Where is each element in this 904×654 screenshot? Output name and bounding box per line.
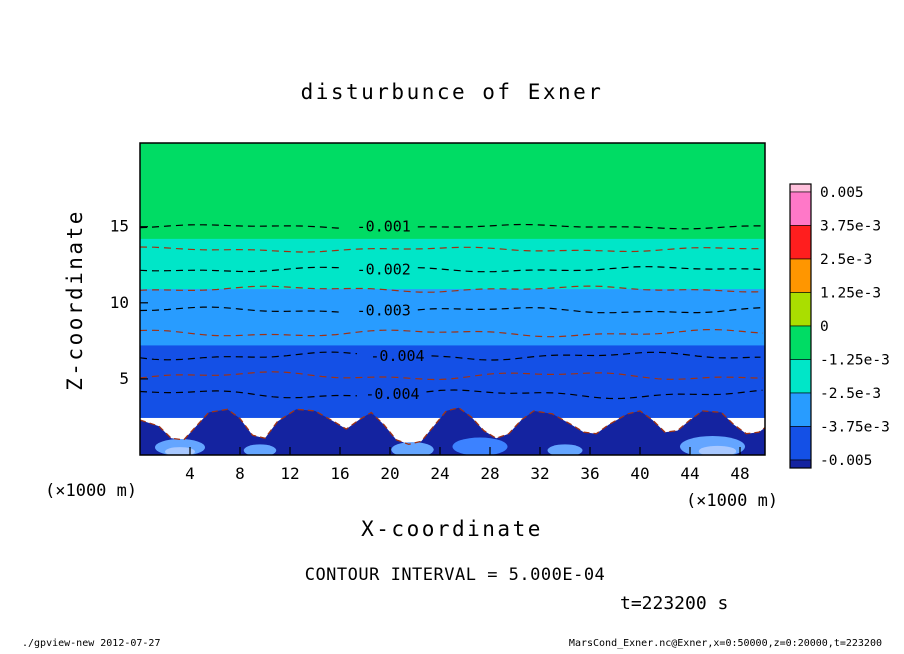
- colorbar-label: 1.25e-3: [820, 286, 881, 302]
- colorbar-segment: [789, 191, 812, 226]
- colorbar-label: -1.25e-3: [820, 353, 890, 369]
- colorbar-label: -0.005: [820, 453, 872, 469]
- colorbar-label: -3.75e-3: [820, 420, 890, 436]
- colorbar-label: 3.75e-3: [820, 219, 881, 235]
- colorbar-segment: [789, 426, 812, 461]
- bottom-patch: [391, 442, 434, 455]
- plot-area: -0.001 -0.002 -0.003 -0.004 -0.004: [140, 143, 765, 455]
- colorbar-under-cap: [789, 459, 812, 469]
- fill-band: [140, 345, 765, 418]
- x-tick-label: 44: [680, 464, 699, 483]
- contour-line: [140, 246, 764, 253]
- contour-line: [140, 223, 761, 230]
- y-axis-label: Z-coordinate: [63, 209, 87, 391]
- x-tick-label: 32: [530, 464, 549, 483]
- contour-label: -0.002: [357, 260, 411, 278]
- contour-line: [140, 389, 763, 400]
- contour-label: -0.001: [357, 218, 411, 236]
- y-axis-units: (×1000 m): [45, 481, 138, 501]
- fill-band: [140, 238, 765, 291]
- plot-border: [139, 142, 766, 456]
- colorbar-label: -2.5e-3: [820, 386, 881, 402]
- x-tick-label: 12: [280, 464, 299, 483]
- x-tick-label: 4: [185, 464, 195, 483]
- colorbar-label: 2.5e-3: [820, 252, 872, 268]
- contour-line: [140, 306, 761, 314]
- fill-band: [140, 289, 765, 347]
- colorbar-segment: [789, 225, 812, 260]
- contour-label: -0.003: [357, 301, 411, 319]
- colorbar-segment: [789, 292, 812, 327]
- contour-line: [140, 371, 763, 381]
- colorbar-border: [789, 183, 812, 469]
- fill-band: [140, 143, 765, 240]
- time-label: t=223200 s: [620, 593, 729, 614]
- bottom-patch: [243, 444, 277, 455]
- contour-interval-label: CONTOUR INTERVAL = 5.000E-04: [304, 565, 606, 585]
- bottom-patch: [547, 444, 583, 455]
- colorbar-segment: [789, 359, 812, 394]
- colorbar-label: 0: [820, 319, 829, 335]
- contour-line: [140, 329, 764, 338]
- footer-source: MarsCond_Exner.nc@Exner,x=0:50000,z=0:20…: [568, 638, 882, 649]
- y-tick-label: 10: [110, 293, 129, 312]
- y-tick-label: 15: [110, 217, 129, 236]
- contour-line: [140, 407, 765, 445]
- bottom-patch: [165, 447, 195, 455]
- y-tick-label: 5: [119, 369, 129, 388]
- colorbar-segment: [789, 258, 812, 293]
- bottom-patch: [698, 445, 737, 455]
- x-axis-units: (×1000 m): [685, 491, 779, 511]
- contour-label: -0.004: [370, 347, 424, 365]
- colorbar-label: 0.005: [820, 185, 864, 201]
- bottom-patch: [452, 437, 508, 455]
- x-tick-label: 8: [235, 464, 245, 483]
- colorbar-segment: [789, 392, 812, 427]
- x-tick-label: 20: [380, 464, 399, 483]
- x-tick-label: 24: [430, 464, 449, 483]
- x-tick-label: 36: [580, 464, 599, 483]
- chart-title: disturbunce of Exner: [300, 80, 604, 104]
- contour-line: [140, 351, 761, 361]
- x-tick-label: 48: [730, 464, 749, 483]
- colorbar-segment: [789, 325, 812, 360]
- footer-command: ./gpview-new 2012-07-27: [22, 638, 161, 649]
- contour-label: -0.004: [365, 385, 419, 403]
- x-tick-label: 28: [480, 464, 499, 483]
- x-tick-label: 40: [630, 464, 649, 483]
- contour-line: [140, 266, 761, 273]
- below-range-region: [140, 407, 765, 455]
- colorbar-over-cap: [789, 183, 812, 193]
- x-axis-label: X-coordinate: [361, 517, 543, 541]
- x-tick-label: 16: [330, 464, 349, 483]
- contour-line: [140, 285, 764, 293]
